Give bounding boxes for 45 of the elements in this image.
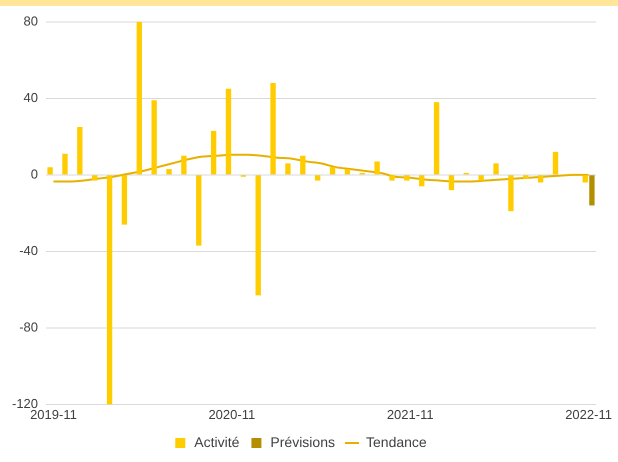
bar xyxy=(552,152,558,174)
bar xyxy=(77,127,83,174)
bar xyxy=(92,175,98,181)
bar xyxy=(196,175,202,246)
bar xyxy=(151,100,157,174)
bar xyxy=(62,154,68,174)
bar xyxy=(589,175,595,206)
legend-label: Prévisions xyxy=(270,434,336,450)
bar xyxy=(404,175,410,181)
bar xyxy=(478,175,484,181)
bar xyxy=(181,156,187,174)
bar xyxy=(374,161,380,174)
bar xyxy=(582,175,588,182)
bar xyxy=(270,83,276,174)
bar xyxy=(330,167,336,174)
bar xyxy=(493,163,499,174)
bar xyxy=(47,167,53,174)
bar xyxy=(226,88,232,174)
x-tick-label: 2020-11 xyxy=(208,406,256,422)
bar xyxy=(434,102,440,174)
bar xyxy=(344,169,350,174)
legend-label: Tendance xyxy=(366,434,427,450)
legend-label: Activité xyxy=(194,434,240,450)
bar xyxy=(256,175,261,296)
bar xyxy=(523,175,528,179)
y-tick-label: 0 xyxy=(30,166,38,182)
bar xyxy=(314,175,320,181)
bar xyxy=(166,169,172,174)
bar xyxy=(419,175,424,186)
bar xyxy=(210,130,216,174)
y-tick-label: 40 xyxy=(24,90,38,105)
bar xyxy=(538,175,544,182)
bar xyxy=(136,22,142,174)
bar xyxy=(300,156,306,174)
x-tick-label: 2021-11 xyxy=(386,406,434,422)
y-tick-label: -40 xyxy=(19,242,38,258)
y-tick-label: 80 xyxy=(24,13,38,28)
line-series xyxy=(52,154,590,183)
y-tick-label: -80 xyxy=(19,319,38,334)
bar xyxy=(285,163,291,174)
bar xyxy=(448,175,454,190)
bar xyxy=(122,175,128,225)
bar xyxy=(508,175,514,212)
bar xyxy=(106,175,112,404)
x-tick-label: 2022-11 xyxy=(565,406,612,422)
